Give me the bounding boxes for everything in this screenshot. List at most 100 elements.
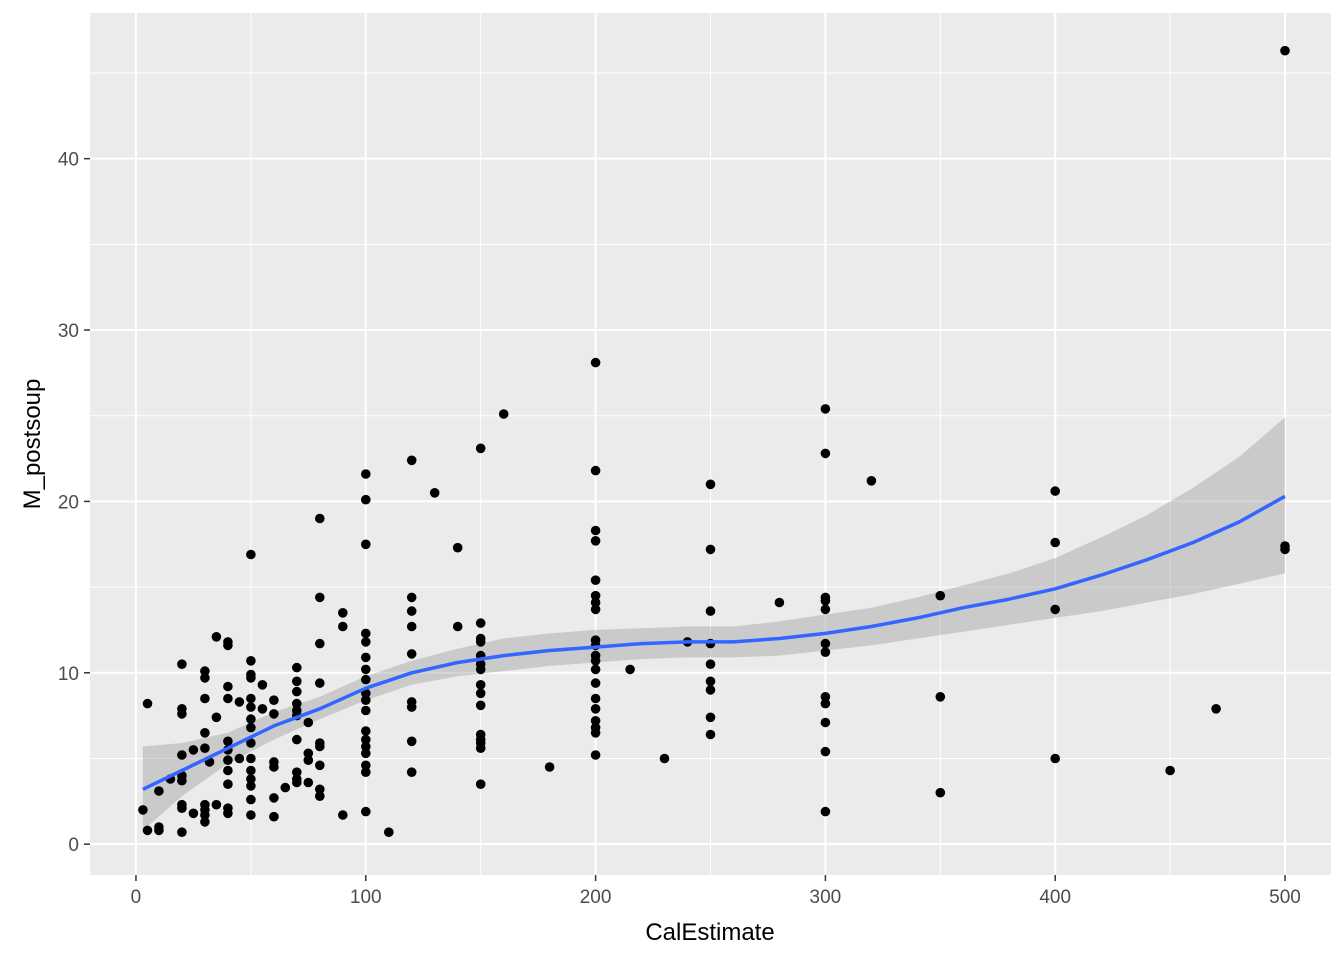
data-point <box>361 695 371 705</box>
data-point <box>590 536 601 546</box>
data-point <box>138 805 148 815</box>
data-point <box>246 810 256 820</box>
data-point <box>820 448 831 459</box>
y-tick-label: 30 <box>58 321 79 342</box>
data-point <box>429 488 440 498</box>
data-point <box>705 676 716 687</box>
x-axis-tick-labels: 0 100 200 300 400 500 <box>131 887 1301 908</box>
data-point <box>234 697 245 707</box>
data-point <box>257 680 268 690</box>
data-point <box>223 693 233 704</box>
data-point <box>315 760 325 771</box>
data-point <box>361 539 371 550</box>
data-point <box>269 709 279 719</box>
smooth-line-layer <box>142 494 1286 791</box>
y-axis-title: M_postsoup <box>19 379 46 510</box>
data-point <box>177 827 187 837</box>
data-point <box>361 760 371 771</box>
data-point <box>292 698 302 709</box>
data-point <box>590 693 601 704</box>
data-point <box>292 767 302 777</box>
data-point <box>406 606 417 616</box>
data-point <box>246 702 256 712</box>
data-point <box>475 779 486 789</box>
data-point <box>154 825 164 836</box>
data-point <box>361 628 371 639</box>
data-point <box>820 604 831 615</box>
data-point <box>1050 604 1060 615</box>
data-point <box>142 825 153 836</box>
data-point <box>269 793 279 803</box>
data-point <box>315 592 325 603</box>
data-point <box>292 676 302 687</box>
data-point <box>315 784 325 795</box>
data-point <box>177 659 187 669</box>
major-gridlines <box>90 13 1331 875</box>
data-point <box>475 443 486 454</box>
x-tick-label: 300 <box>810 887 842 908</box>
data-point <box>177 750 187 760</box>
data-point <box>475 680 486 690</box>
data-point <box>590 750 601 760</box>
data-point <box>338 621 348 632</box>
data-point <box>142 698 153 709</box>
data-point <box>361 741 371 752</box>
data-point <box>590 704 601 714</box>
data-point <box>246 549 256 560</box>
x-axis-title: CalEstimate <box>645 919 774 946</box>
data-point <box>361 748 371 759</box>
data-point <box>211 799 222 810</box>
data-point <box>200 743 210 753</box>
data-point <box>315 741 325 752</box>
data-point <box>211 712 222 723</box>
data-point <box>303 717 314 728</box>
x-axis-ticks <box>135 875 1286 881</box>
data-point <box>475 637 486 647</box>
data-point <box>590 590 601 601</box>
data-point <box>590 678 601 688</box>
y-axis-ticks <box>84 157 90 845</box>
data-point <box>935 692 946 702</box>
data-point <box>223 681 233 692</box>
data-point <box>544 762 555 772</box>
data-point <box>935 590 946 601</box>
data-point <box>774 597 785 608</box>
data-point <box>177 775 187 786</box>
data-point <box>361 674 371 685</box>
data-point <box>406 767 417 777</box>
data-point <box>705 606 716 616</box>
data-point <box>234 753 245 764</box>
data-point <box>705 712 716 723</box>
data-point <box>820 638 831 649</box>
data-point <box>361 767 371 777</box>
data-point <box>257 704 268 714</box>
data-point <box>406 736 417 747</box>
data-point <box>292 686 302 697</box>
data-point <box>475 618 486 628</box>
data-point <box>475 700 486 711</box>
data-point <box>1050 486 1060 496</box>
data-point <box>338 810 348 820</box>
data-point <box>361 637 371 647</box>
data-point <box>269 762 279 772</box>
data-point <box>820 692 831 702</box>
data-point <box>1165 765 1175 776</box>
data-point <box>303 748 314 759</box>
data-point <box>223 808 233 819</box>
data-point <box>475 664 486 675</box>
data-point <box>188 745 199 755</box>
data-point <box>820 647 831 657</box>
data-point <box>820 404 831 414</box>
data-point <box>361 469 371 479</box>
data-point <box>315 791 325 801</box>
data-point <box>452 621 463 632</box>
data-point <box>475 743 486 753</box>
data-point <box>200 666 210 676</box>
data-point <box>1280 544 1290 555</box>
data-point <box>246 738 256 748</box>
data-point <box>223 755 233 765</box>
data-point <box>292 777 302 788</box>
data-point <box>590 597 601 608</box>
data-point <box>406 455 417 466</box>
data-point <box>625 664 635 675</box>
